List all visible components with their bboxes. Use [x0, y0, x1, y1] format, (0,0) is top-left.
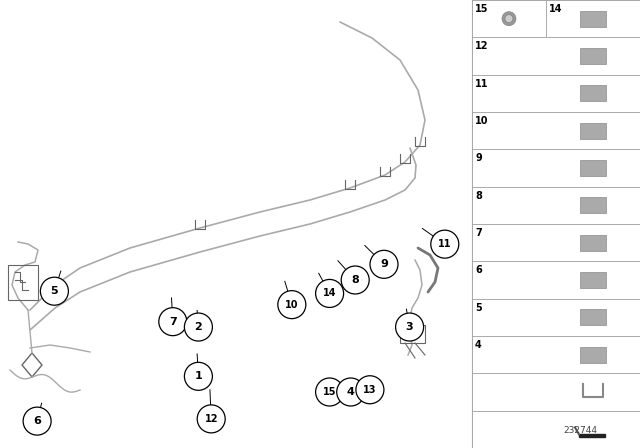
- Text: 12: 12: [204, 414, 218, 424]
- Bar: [580, 235, 606, 251]
- Circle shape: [431, 230, 459, 258]
- Circle shape: [316, 280, 344, 307]
- Bar: [472, 224, 640, 261]
- Text: 9: 9: [475, 153, 482, 164]
- Bar: [472, 411, 640, 448]
- Circle shape: [396, 313, 424, 341]
- Text: 232744: 232744: [563, 426, 597, 435]
- Bar: [472, 112, 640, 149]
- Text: 7: 7: [475, 228, 482, 238]
- Bar: [472, 37, 640, 75]
- Bar: [580, 11, 606, 27]
- Circle shape: [337, 378, 365, 406]
- Circle shape: [159, 308, 187, 336]
- Text: 5: 5: [51, 286, 58, 296]
- Text: 15: 15: [323, 387, 337, 397]
- Circle shape: [278, 291, 306, 319]
- Text: 14: 14: [323, 289, 337, 298]
- Circle shape: [184, 362, 212, 390]
- Bar: [472, 75, 640, 112]
- Text: 8: 8: [475, 191, 482, 201]
- Text: 7: 7: [169, 317, 177, 327]
- Bar: [580, 272, 606, 288]
- Bar: [472, 0, 546, 37]
- Text: 3: 3: [406, 322, 413, 332]
- Circle shape: [356, 376, 384, 404]
- Bar: [472, 261, 640, 299]
- Text: 6: 6: [475, 265, 482, 276]
- Text: 15: 15: [475, 4, 488, 14]
- Text: 1: 1: [195, 371, 202, 381]
- Text: 11: 11: [475, 79, 488, 89]
- Bar: [400, 325, 425, 343]
- Text: 10: 10: [285, 300, 299, 310]
- Text: 5: 5: [475, 303, 482, 313]
- Bar: [580, 347, 606, 363]
- Circle shape: [184, 313, 212, 341]
- Bar: [472, 336, 640, 373]
- Bar: [472, 299, 640, 336]
- Circle shape: [505, 15, 513, 23]
- Text: 8: 8: [351, 275, 359, 285]
- Bar: [580, 309, 606, 325]
- Circle shape: [40, 277, 68, 305]
- Bar: [472, 0, 640, 448]
- Text: 9: 9: [380, 259, 388, 269]
- Text: 12: 12: [475, 41, 488, 52]
- Bar: [472, 373, 640, 411]
- Text: 2: 2: [195, 322, 202, 332]
- Text: 10: 10: [475, 116, 488, 126]
- Bar: [472, 187, 640, 224]
- Text: 4: 4: [347, 387, 355, 397]
- Circle shape: [502, 12, 516, 26]
- Bar: [580, 160, 606, 176]
- Text: 11: 11: [438, 239, 452, 249]
- Text: 14: 14: [549, 4, 563, 14]
- Text: 13: 13: [363, 385, 377, 395]
- Text: 6: 6: [33, 416, 41, 426]
- Circle shape: [316, 378, 344, 406]
- Circle shape: [370, 250, 398, 278]
- Polygon shape: [579, 434, 605, 437]
- Bar: [580, 48, 606, 64]
- Bar: [580, 123, 606, 139]
- Bar: [472, 149, 640, 187]
- Bar: [8, 265, 38, 300]
- Bar: [546, 0, 640, 37]
- Text: 4: 4: [475, 340, 482, 350]
- Circle shape: [341, 266, 369, 294]
- Bar: [580, 197, 606, 213]
- Bar: [580, 85, 606, 101]
- Circle shape: [197, 405, 225, 433]
- Circle shape: [23, 407, 51, 435]
